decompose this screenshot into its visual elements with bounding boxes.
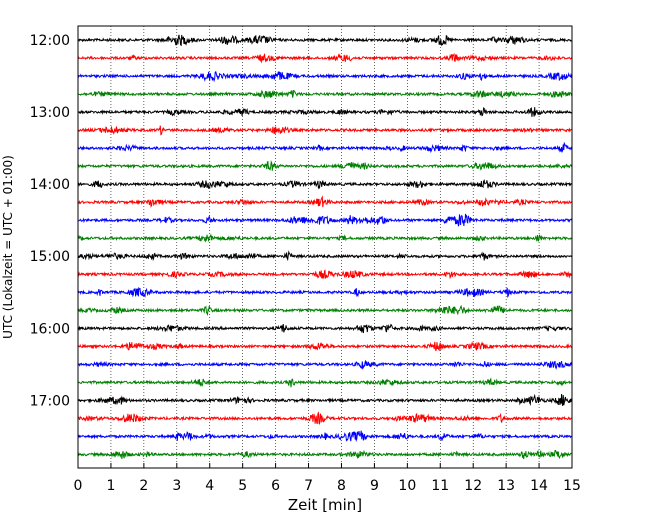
trace-1545 bbox=[77, 304, 573, 317]
trace-1330 bbox=[77, 141, 573, 154]
x-tick-label: 5 bbox=[238, 478, 247, 494]
seismogram-traces bbox=[77, 34, 573, 460]
trace-1230 bbox=[77, 70, 573, 83]
y-axis-label: UTC (Lokalzeit = UTC + 01:00) bbox=[1, 155, 15, 339]
trace-1415 bbox=[77, 195, 573, 208]
trace-1600 bbox=[77, 323, 573, 333]
x-tick-label: 3 bbox=[172, 478, 181, 494]
x-tick-label: 0 bbox=[74, 478, 83, 494]
trace-1730 bbox=[77, 430, 573, 443]
x-tick-label: 10 bbox=[398, 478, 416, 494]
trace-1715 bbox=[77, 411, 573, 425]
x-tick-label: 1 bbox=[106, 478, 115, 494]
x-tick-label: 4 bbox=[205, 478, 214, 494]
y-tick-label: 12:00 bbox=[30, 33, 70, 49]
y-axis: 12:00 13:00 14:00 15:00 16:00 17:00 bbox=[30, 33, 83, 409]
trace-1345 bbox=[77, 160, 573, 171]
x-tick-label: 2 bbox=[139, 478, 148, 494]
x-tick-label: 14 bbox=[530, 478, 548, 494]
y-tick-label: 13:00 bbox=[30, 105, 70, 121]
trace-1300 bbox=[77, 107, 573, 117]
trace-1500 bbox=[77, 250, 573, 262]
trace-1445 bbox=[78, 233, 573, 243]
x-tick-label: 7 bbox=[304, 478, 313, 494]
trace-1315 bbox=[77, 125, 573, 136]
trace-1215 bbox=[77, 52, 573, 64]
trace-1245 bbox=[77, 89, 573, 100]
x-tick-label: 13 bbox=[497, 478, 515, 494]
trace-1400 bbox=[77, 179, 573, 190]
x-tick-label: 12 bbox=[464, 478, 482, 494]
trace-1530 bbox=[77, 286, 573, 299]
trace-1615 bbox=[77, 341, 573, 352]
x-tick-label: 11 bbox=[431, 478, 449, 494]
y-tick-label: 15:00 bbox=[30, 249, 70, 265]
plot-frame bbox=[77, 25, 573, 469]
x-tick-label: 15 bbox=[563, 478, 581, 494]
trace-1630 bbox=[77, 359, 573, 370]
x-axis-label: Zeit [min] bbox=[288, 496, 362, 514]
trace-1515 bbox=[77, 269, 573, 280]
trace-1700 bbox=[77, 393, 573, 406]
trace-1745 bbox=[77, 449, 573, 460]
x-tick-label: 9 bbox=[370, 478, 379, 494]
y-tick-label: 16:00 bbox=[30, 321, 70, 337]
trace-1200 bbox=[78, 34, 573, 47]
trace-1430 bbox=[77, 213, 573, 227]
trace-1645 bbox=[77, 377, 573, 388]
x-tick-label: 6 bbox=[271, 478, 280, 494]
x-axis: 0 1 2 3 4 5 6 7 8 9 10 11 12 13 14 15 bbox=[74, 463, 581, 494]
y-tick-label: 17:00 bbox=[30, 393, 70, 409]
y-tick-label: 14:00 bbox=[30, 177, 70, 193]
x-tick-label: 8 bbox=[337, 478, 346, 494]
